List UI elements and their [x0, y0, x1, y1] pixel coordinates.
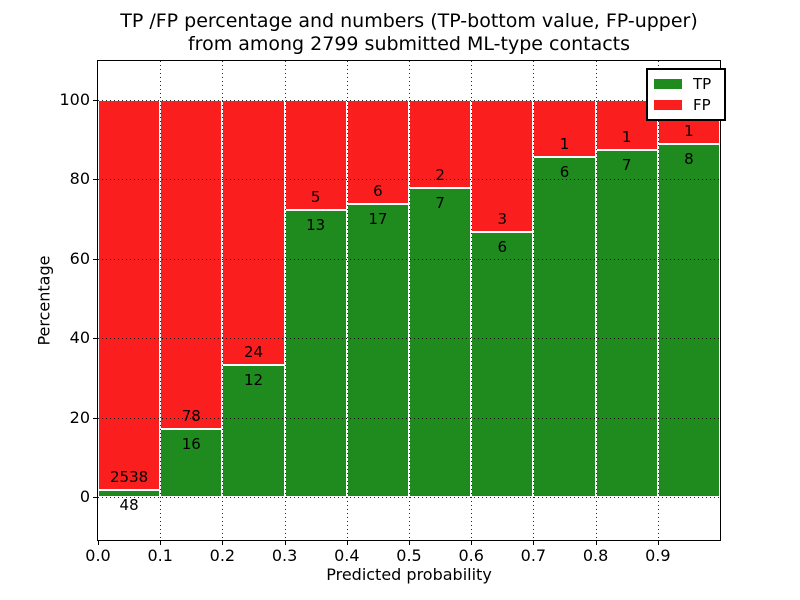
fp-count-label: 1	[559, 134, 570, 153]
x-tick	[284, 541, 286, 545]
legend-entry-fp: FP	[654, 95, 718, 115]
x-gridline	[657, 61, 659, 540]
x-tick-label: 0.4	[334, 546, 360, 565]
y-tick	[93, 179, 97, 181]
y-tick-label: 20	[69, 407, 90, 427]
y-tick-label: 60	[69, 248, 90, 268]
x-gridline	[595, 61, 597, 540]
x-tick	[471, 541, 473, 545]
y-gridline	[98, 338, 720, 340]
tp-bar-segment	[657, 144, 720, 497]
fp-bar-segment	[346, 100, 409, 204]
fp-bar-segment	[533, 100, 596, 157]
y-tick	[93, 338, 97, 340]
fp-count-label: 2	[435, 166, 445, 185]
chart-title: TP /FP percentage and numbers (TP-bottom…	[97, 10, 721, 56]
fp-count-label: 2538	[110, 467, 149, 486]
fp-count-label: 6	[373, 181, 383, 200]
y-tick	[93, 497, 97, 498]
tp-count-label: 17	[368, 209, 388, 228]
x-tick	[533, 541, 535, 545]
legend-label-tp: TP	[693, 74, 712, 93]
y-tick-label: 100	[59, 90, 90, 109]
x-gridline	[346, 61, 348, 540]
tp-bar-segment	[471, 232, 534, 497]
x-tick-label: 0.2	[209, 546, 236, 565]
fp-bar-segment	[471, 100, 534, 233]
tp-count-label: 48	[119, 495, 139, 514]
x-tick	[409, 541, 410, 545]
x-axis-label: Predicted probability	[326, 565, 492, 584]
x-tick-label: 0.5	[396, 546, 422, 565]
x-tick-label: 0.0	[85, 546, 111, 565]
tp-bar-segment	[409, 188, 472, 497]
y-gridline	[98, 497, 720, 498]
tp-count-label: 13	[306, 216, 326, 235]
tp-count-label: 6	[559, 162, 570, 181]
x-tick-label: 0.1	[147, 546, 173, 565]
x-gridline	[221, 61, 223, 540]
y-tick-label: 40	[69, 328, 90, 348]
fp-count-label: 78	[181, 407, 201, 426]
fp-bar-segment	[409, 100, 472, 189]
fp-count-label: 24	[243, 342, 264, 361]
legend-swatch-fp	[654, 100, 682, 111]
x-tick	[98, 541, 99, 545]
tp-count-label: 12	[243, 370, 264, 389]
fp-bar-segment	[160, 100, 223, 430]
y-tick-label: 0	[79, 487, 90, 506]
y-tick	[93, 258, 97, 260]
x-tick	[222, 541, 224, 545]
tp-count-label: 8	[684, 150, 694, 169]
tp-bar-segment	[222, 364, 285, 497]
x-tick-label: 0.6	[458, 546, 484, 565]
legend-label-fp: FP	[693, 96, 711, 115]
fp-count-label: 1	[684, 122, 694, 141]
y-axis-label: Percentage	[34, 255, 54, 346]
fp-bar-segment	[222, 100, 285, 365]
x-tick-label: 0.3	[271, 546, 298, 565]
fp-count-label: 5	[310, 188, 321, 207]
x-gridline	[532, 61, 534, 540]
y-gridline	[98, 100, 720, 101]
chart-title-line1: TP /FP percentage and numbers (TP-bottom…	[120, 10, 698, 32]
y-tick-label: 80	[69, 169, 90, 189]
y-tick	[93, 100, 97, 101]
fp-count-label: 1	[621, 127, 632, 146]
legend-swatch-tp	[654, 78, 682, 89]
y-tick	[93, 417, 97, 419]
y-gridline	[98, 258, 720, 260]
legend: TP FP	[646, 68, 726, 121]
x-tick	[595, 541, 597, 545]
x-gridline	[470, 61, 472, 540]
legend-entry-tp: TP	[654, 74, 718, 94]
y-gridline	[98, 417, 720, 419]
fp-bar-segment	[98, 100, 161, 490]
tp-bar-segment	[533, 156, 596, 497]
x-tick	[346, 541, 348, 545]
x-gridline	[159, 61, 161, 540]
x-tick	[160, 541, 162, 545]
x-gridline	[284, 61, 286, 540]
tp-bar-segment	[284, 210, 347, 497]
tp-count-label: 6	[497, 238, 508, 257]
y-gridline	[98, 179, 720, 181]
tp-count-label: 16	[181, 435, 201, 454]
x-tick-label: 0.9	[645, 546, 671, 565]
tp-bar-segment	[595, 149, 658, 497]
x-tick	[657, 541, 659, 545]
x-tick-label: 0.8	[582, 546, 609, 565]
tp-count-label: 7	[435, 194, 445, 213]
plot-area: 2538 48 78 16 24 12 5 13 6 17 2 7 3 6 1 6 1 7 1 8 TP FP	[97, 60, 726, 541]
tp-bar-segment	[346, 203, 409, 497]
x-tick-label: 0.7	[520, 546, 547, 565]
fp-count-label: 3	[497, 210, 508, 229]
chart-title-line2: from among 2799 submitted ML-type contac…	[187, 33, 631, 55]
x-gridline	[408, 61, 410, 540]
tp-count-label: 7	[621, 155, 632, 174]
